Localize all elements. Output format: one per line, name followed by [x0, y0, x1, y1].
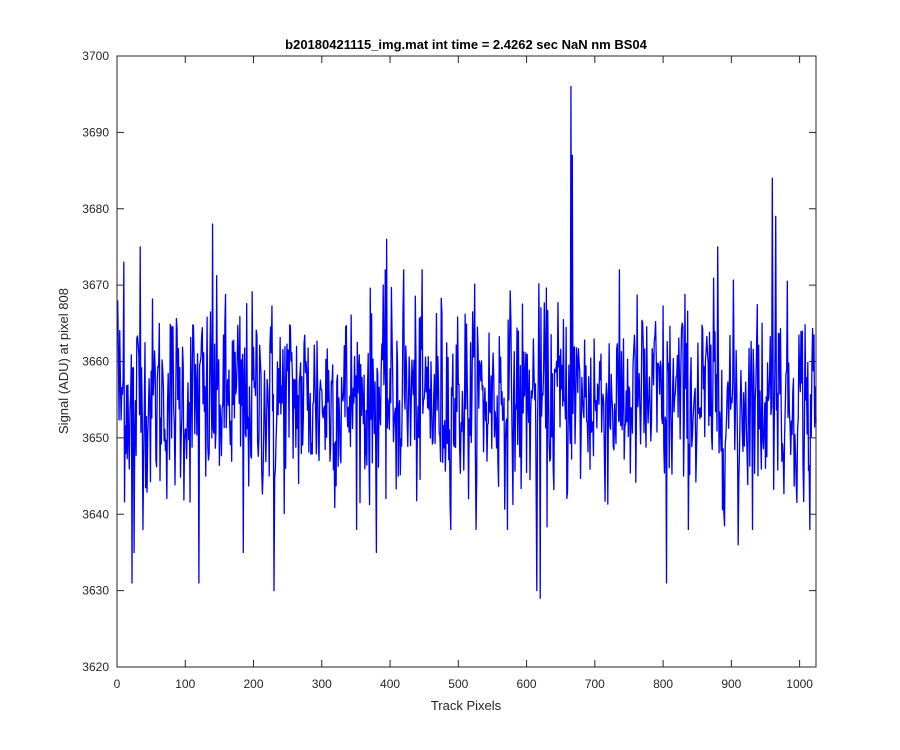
chart-title: b20180421115_img.mat int time = 2.4262 s… [285, 37, 647, 52]
x-tick-label: 400 [380, 677, 400, 691]
y-tick-label: 3660 [82, 355, 109, 369]
x-axis-label: Track Pixels [431, 698, 502, 713]
series-line [117, 85, 817, 599]
x-tick-label: 200 [244, 677, 264, 691]
y-tick-label: 3630 [82, 584, 109, 598]
y-tick-label: 3700 [82, 49, 109, 63]
x-tick-label: 900 [721, 677, 741, 691]
data-layer [117, 85, 817, 599]
y-tick-label: 3690 [82, 125, 109, 139]
y-tick-label: 3640 [82, 507, 109, 521]
x-tick-label: 500 [448, 677, 468, 691]
x-tick-label: 1000 [786, 677, 813, 691]
x-tick-label: 100 [175, 677, 195, 691]
x-tick-label: 300 [312, 677, 332, 691]
y-tick-label: 3680 [82, 202, 109, 216]
axes-layer: 0 100 200 300 400 500 600 700 800 900 1000 3620 3630… [82, 49, 817, 691]
y-tick-label: 3620 [82, 660, 109, 674]
x-tick-label: 700 [585, 677, 605, 691]
y-axis-label: Signal (ADU) at pixel 808 [56, 288, 71, 434]
y-tick-label: 3670 [82, 278, 109, 292]
y-tick-label: 3650 [82, 431, 109, 445]
x-tick-label: 800 [653, 677, 673, 691]
x-tick-label: 600 [517, 677, 537, 691]
x-tick-label: 0 [114, 677, 121, 691]
